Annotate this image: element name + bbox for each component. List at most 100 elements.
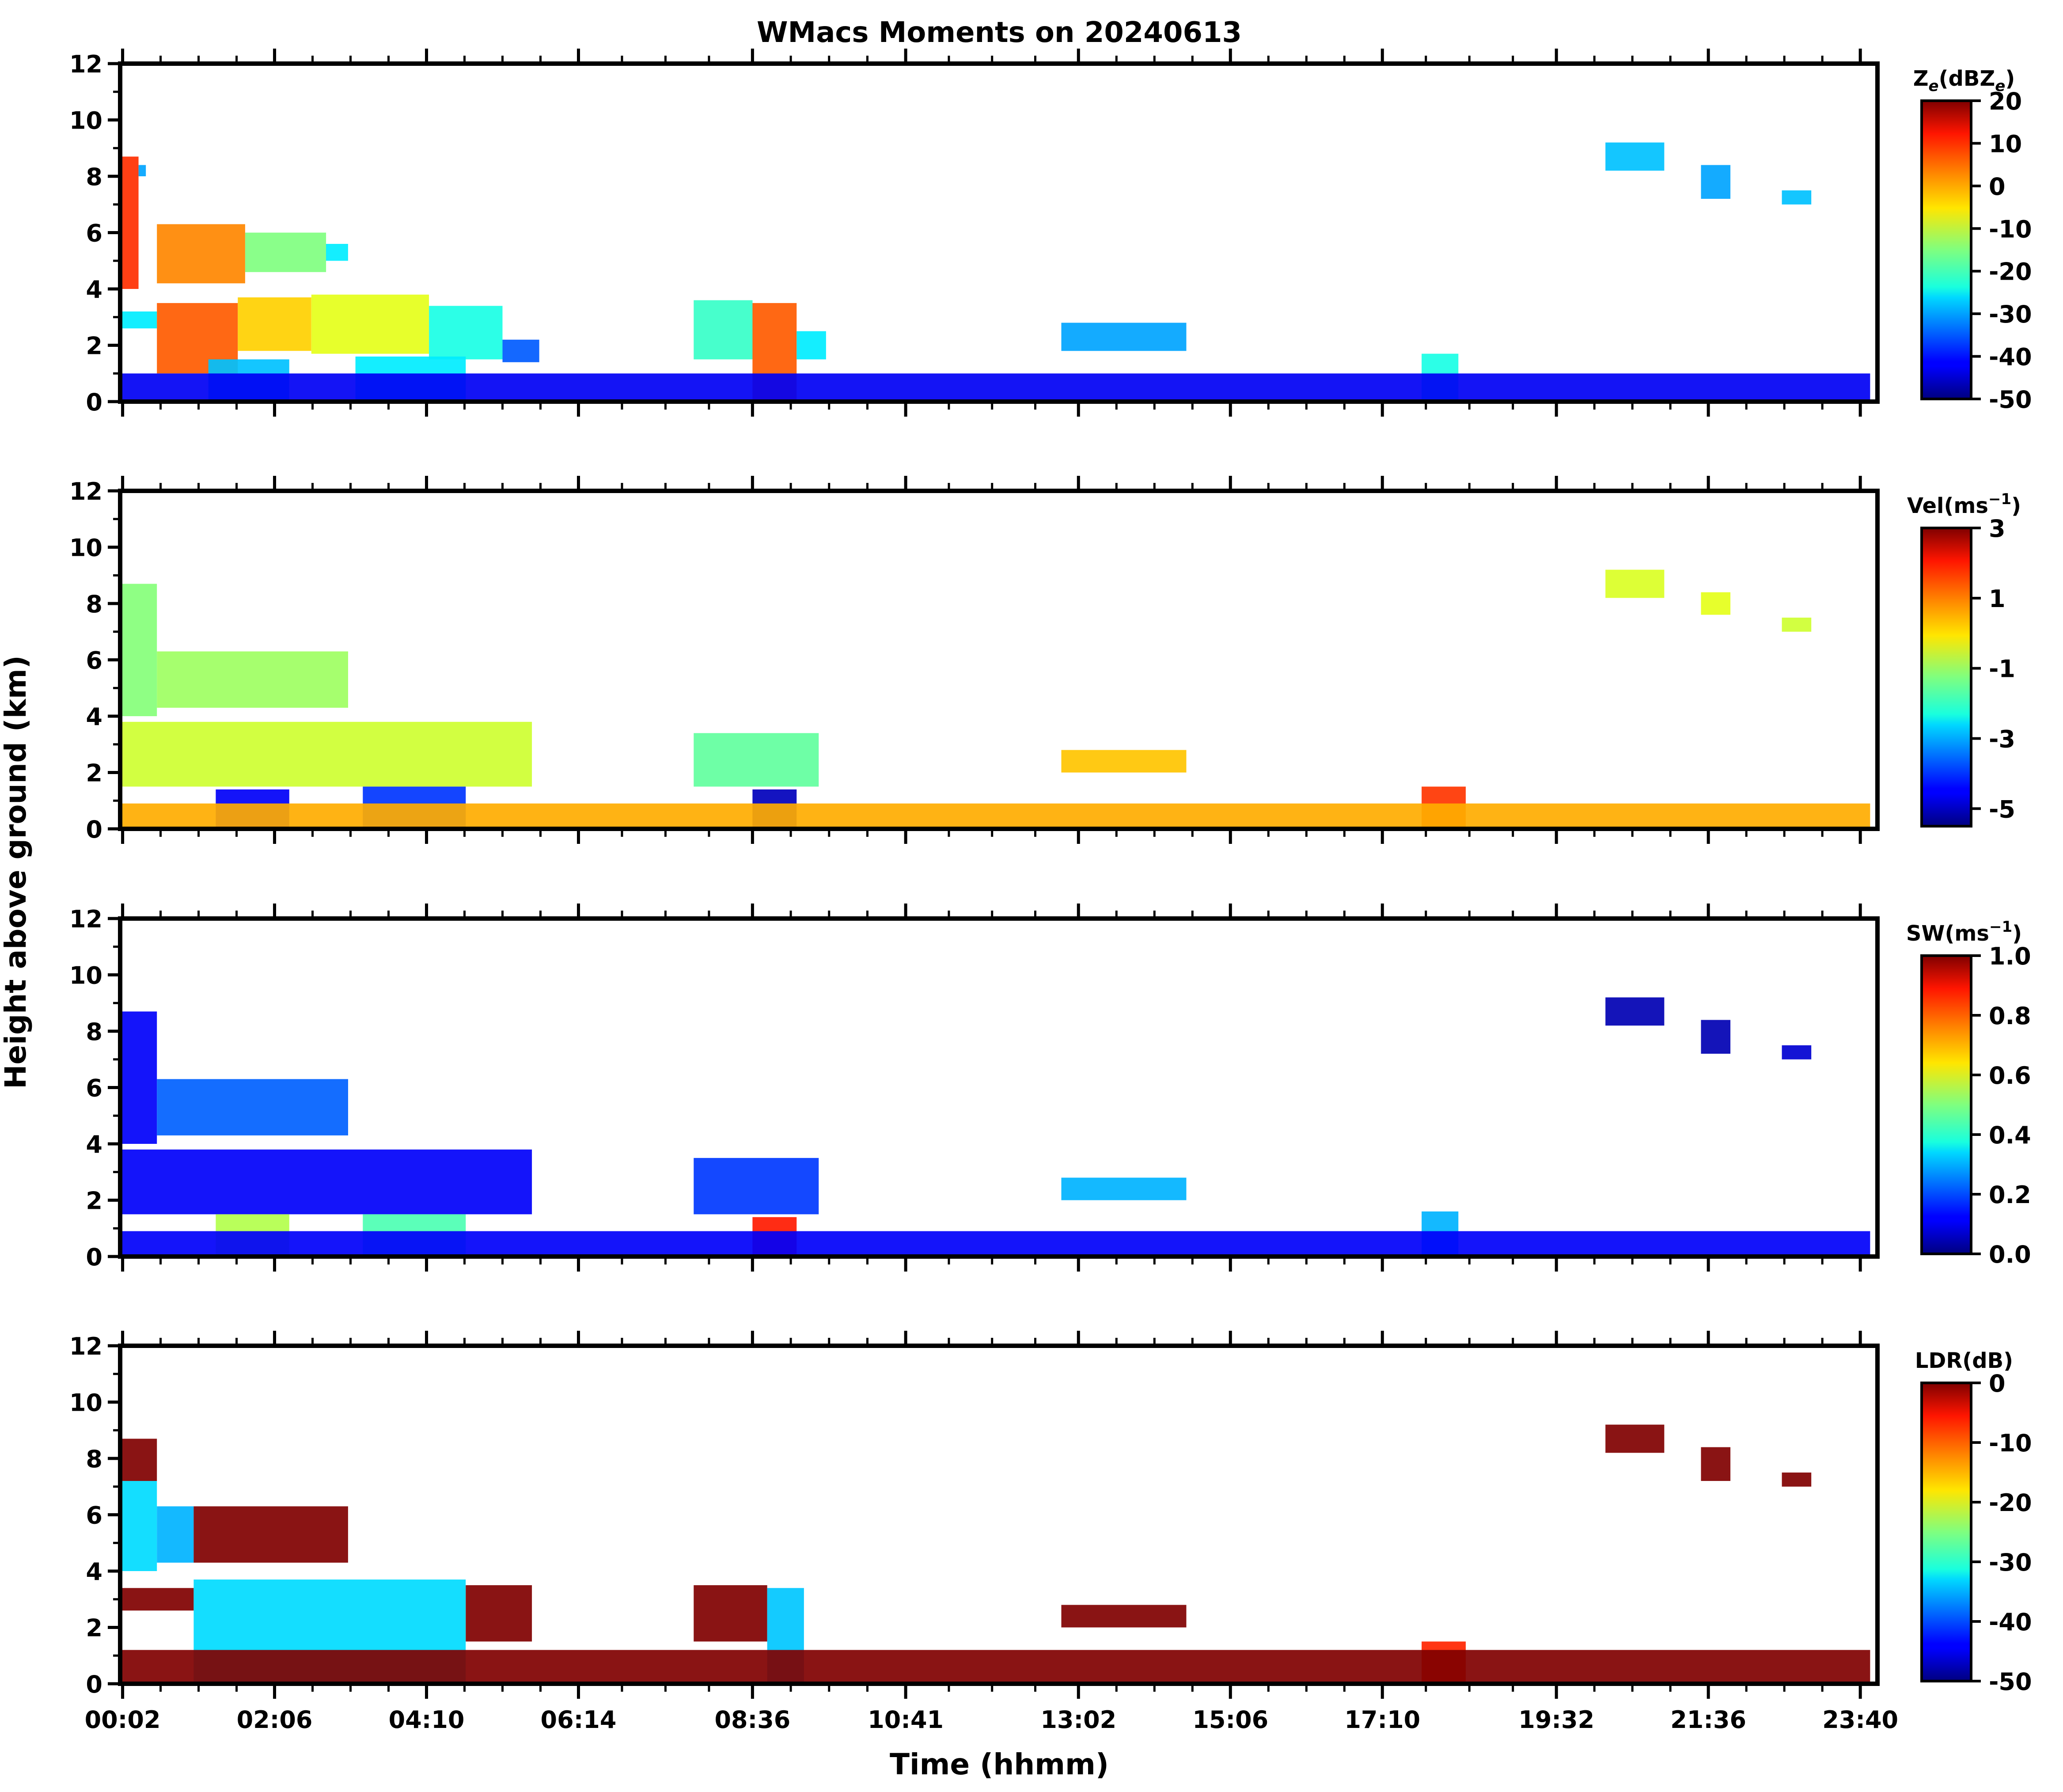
data-region-LDR-4	[120, 1588, 194, 1611]
data-region-Ze-18	[1605, 142, 1665, 171]
colorbar-LDR	[1922, 1383, 1971, 1681]
y-tick-label: 6	[86, 1074, 102, 1102]
colorbar-tick-label: 0.0	[1989, 1241, 2031, 1268]
data-region-Ze-2	[157, 224, 245, 284]
colorbar-tick-label: 10	[1989, 130, 2022, 158]
colorbar-tick-label: 0.2	[1989, 1181, 2031, 1209]
panels-group: 02468101220100-10-20-30-40-50Ze(dBZe)024…	[69, 49, 2032, 1734]
colorbar-Vel	[1922, 528, 1971, 826]
colorbar-tick-label: 3	[1989, 515, 2006, 543]
x-axis-label: Time (hhmm)	[890, 1747, 1109, 1781]
x-tick-label: 10:41	[868, 1706, 944, 1734]
data-region-LDR-14	[120, 1650, 1870, 1684]
y-tick-label: 2	[86, 332, 102, 360]
y-tick-label: 10	[69, 534, 102, 562]
x-tick-label: 02:06	[237, 1706, 313, 1734]
colorbar-tick-label: 1.0	[1989, 942, 2031, 970]
x-tick-label: 04:10	[389, 1706, 465, 1734]
colorbar-label: Ze(dBZe)	[1913, 66, 2015, 95]
y-tick-label: 8	[86, 1445, 102, 1473]
y-tick-label: 4	[86, 276, 102, 304]
colorbar-tick-label: 0.4	[1989, 1121, 2031, 1149]
data-region-SW-12	[120, 1231, 1870, 1257]
colorbar-tick-label: 0.6	[1989, 1062, 2031, 1090]
data-region-Ze-3	[245, 232, 326, 272]
x-tick-label: 19:32	[1518, 1706, 1594, 1734]
y-tick-label: 6	[86, 220, 102, 247]
data-region-SW-9	[1605, 997, 1665, 1026]
data-region-Ze-13	[694, 300, 753, 360]
y-tick-label: 6	[86, 1502, 102, 1530]
colorbar-tick-label: -40	[1989, 1608, 2032, 1636]
colorbar-tick-label: -5	[1989, 795, 2015, 823]
panel-Vel: 0 2 4 6 8 10 12 3 1 -1 -3 -5 Vel(ms−1)	[69, 476, 2021, 844]
panel-SW: 0 2 4 6 8 10 12 1.0 0.8 0.6 0.4 0.2 0.0 SW(ms−1)	[69, 904, 2031, 1272]
data-region-Vel-9	[1605, 569, 1665, 598]
colorbar-label: Vel(ms−1)	[1907, 490, 2021, 518]
data-region-Ze-5	[120, 311, 157, 329]
panel-Ze: 0 2 4 6 8 10 12 20 10 0 -10 -20 -30 -40 -50 Ze(dBZe)	[69, 49, 2032, 417]
x-tick-label: 13:02	[1040, 1706, 1116, 1734]
data-region-Vel-10	[1701, 592, 1731, 615]
figure-title: WMacs Moments on 20240613	[757, 16, 1242, 49]
colorbar-label: SW(ms−1)	[1906, 918, 2022, 946]
colorbar-frame	[1920, 1382, 1972, 1682]
y-tick-label: 6	[86, 647, 102, 675]
y-tick-label: 0	[86, 1243, 102, 1271]
y-tick-label: 10	[69, 1389, 102, 1417]
y-tick-label: 4	[86, 1131, 102, 1158]
colorbar-tick-label: -10	[1989, 215, 2032, 243]
data-region-SW-1	[157, 1079, 348, 1135]
y-tick-label: 2	[86, 1614, 102, 1642]
data-region-Vel-0	[120, 584, 157, 716]
data-region-LDR-1	[120, 1439, 157, 1481]
data-region-SW-0	[120, 1011, 157, 1144]
colorbar-frame	[1920, 99, 1972, 400]
y-tick-label: 10	[69, 962, 102, 990]
colorbar-tick-label: -50	[1989, 1668, 2032, 1696]
data-region-Vel-2	[120, 721, 532, 787]
y-tick-label: 8	[86, 590, 102, 618]
colorbar-SW	[1922, 956, 1971, 1254]
colorbar-label: LDR(dB)	[1915, 1348, 2013, 1373]
data-region-Vel-1	[157, 651, 348, 708]
data-region-LDR-9	[1061, 1605, 1187, 1628]
y-tick-label: 0	[86, 388, 102, 416]
x-tick-label: 17:10	[1344, 1706, 1420, 1734]
panel-LDR: 0 2 4 6 8 10 12 00:02 02:06 04:10 06:14 08:36 10:41 1…	[69, 1331, 2032, 1734]
colorbar-tick-label: 0	[1989, 173, 2006, 201]
data-region-Ze-10	[502, 339, 539, 362]
data-region-SW-5	[694, 1158, 819, 1215]
data-region-SW-10	[1701, 1020, 1731, 1054]
colorbar-tick-label: 0	[1989, 1370, 2006, 1397]
colorbar-tick-label: -10	[1989, 1429, 2032, 1457]
data-region-Ze-7	[238, 297, 311, 351]
data-region-Ze-1	[138, 165, 146, 176]
colorbar-tick-label: 20	[1989, 87, 2022, 115]
colorbar-tick-label: 1	[1989, 585, 2006, 613]
data-region-Ze-15	[796, 331, 826, 360]
data-region-Ze-8	[311, 294, 429, 354]
data-region-Ze-0	[120, 156, 139, 289]
colorbar-tick-label: -30	[1989, 300, 2032, 328]
data-region-LDR-0	[120, 1481, 157, 1571]
colorbar-frame	[1920, 954, 1972, 1255]
data-region-Ze-16	[1061, 323, 1187, 351]
y-axis-label: Height above ground (km)	[0, 655, 33, 1089]
data-region-Ze-21	[120, 373, 1870, 402]
colorbar-tick-label: 0.8	[1989, 1002, 2031, 1030]
colorbar-frame	[1920, 527, 1972, 828]
data-region-Vel-12	[120, 803, 1870, 829]
y-tick-label: 4	[86, 1558, 102, 1586]
y-tick-label: 12	[69, 50, 102, 78]
x-tick-label: 21:36	[1670, 1706, 1746, 1734]
y-tick-label: 12	[69, 905, 102, 933]
colorbar-tick-label: -30	[1989, 1549, 2032, 1576]
colorbar-tick-label: -50	[1989, 386, 2032, 414]
x-tick-label: 00:02	[85, 1706, 161, 1734]
data-region-Ze-20	[1782, 190, 1812, 205]
colorbar-tick-label: -20	[1989, 1489, 2032, 1517]
colorbar-Ze	[1922, 101, 1971, 399]
y-tick-label: 8	[86, 163, 102, 191]
